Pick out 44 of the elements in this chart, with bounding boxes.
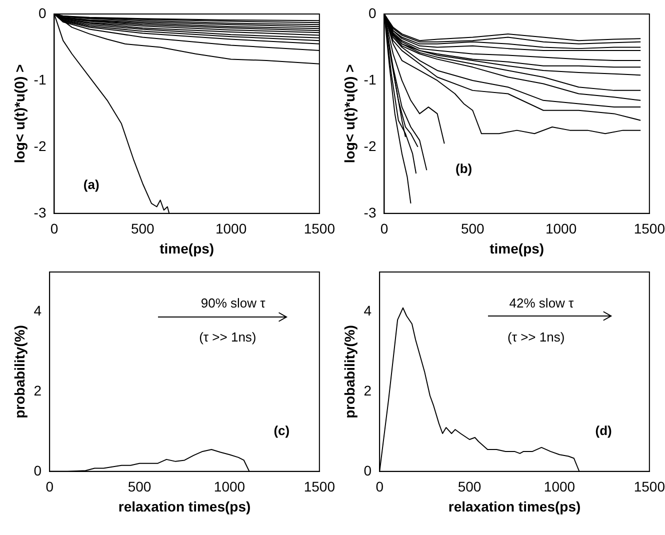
y-tick-label: -2: [364, 138, 376, 154]
x-axis-title: relaxation times(ps): [448, 498, 581, 514]
y-tick-label: 4: [34, 302, 42, 319]
x-tick-label: 500: [458, 478, 482, 495]
y-tick-label: -1: [34, 71, 46, 88]
x-tick-label: 500: [130, 220, 155, 237]
y-tick-label: 0: [364, 462, 372, 478]
x-tick-label: 1500: [634, 478, 665, 495]
x-tick-label: 1000: [215, 220, 247, 237]
y-tick-label: -3: [34, 204, 46, 220]
annotation: (b): [455, 161, 472, 176]
y-tick-label: 2: [34, 382, 42, 398]
x-tick-label: 1000: [214, 478, 246, 495]
x-axis-title: time(ps): [490, 240, 544, 256]
y-tick-label: 0: [368, 4, 376, 21]
annotation: (τ >> 1ns): [508, 329, 565, 344]
annotation: (d): [595, 423, 612, 438]
y-tick-label: 4: [364, 302, 372, 319]
annotation: (a): [83, 177, 100, 192]
y-tick-label: 0: [38, 4, 46, 21]
x-tick-label: 0: [380, 220, 388, 237]
y-tick-label: 2: [364, 382, 372, 398]
x-tick-label: 1500: [634, 220, 665, 237]
y-tick-label: -3: [364, 204, 376, 220]
x-axis-title: relaxation times(ps): [118, 498, 251, 514]
y-axis-title: probability(%): [341, 325, 358, 418]
annotation: (τ >> 1ns): [199, 329, 256, 344]
y-axis-title: log< u(t)*u(0) >: [341, 64, 358, 164]
annotation: (c): [274, 423, 290, 438]
y-tick-label: -1: [364, 71, 376, 88]
y-tick-label: 0: [34, 462, 42, 478]
annotation: 42% slow τ: [509, 295, 575, 310]
x-tick-label: 500: [128, 478, 152, 495]
annotation: 90% slow τ: [200, 295, 266, 310]
x-tick-label: 1000: [544, 478, 576, 495]
y-tick-label: -2: [34, 138, 46, 154]
x-tick-label: 1000: [545, 220, 577, 237]
y-axis-title: log< u(t)*u(0) >: [11, 64, 28, 164]
x-tick-label: 0: [50, 220, 58, 237]
x-tick-label: 1500: [304, 478, 336, 495]
x-axis-title: time(ps): [160, 240, 214, 256]
y-axis-title: probability(%): [11, 325, 28, 418]
x-tick-label: 1500: [304, 220, 336, 237]
x-tick-label: 500: [460, 220, 485, 237]
